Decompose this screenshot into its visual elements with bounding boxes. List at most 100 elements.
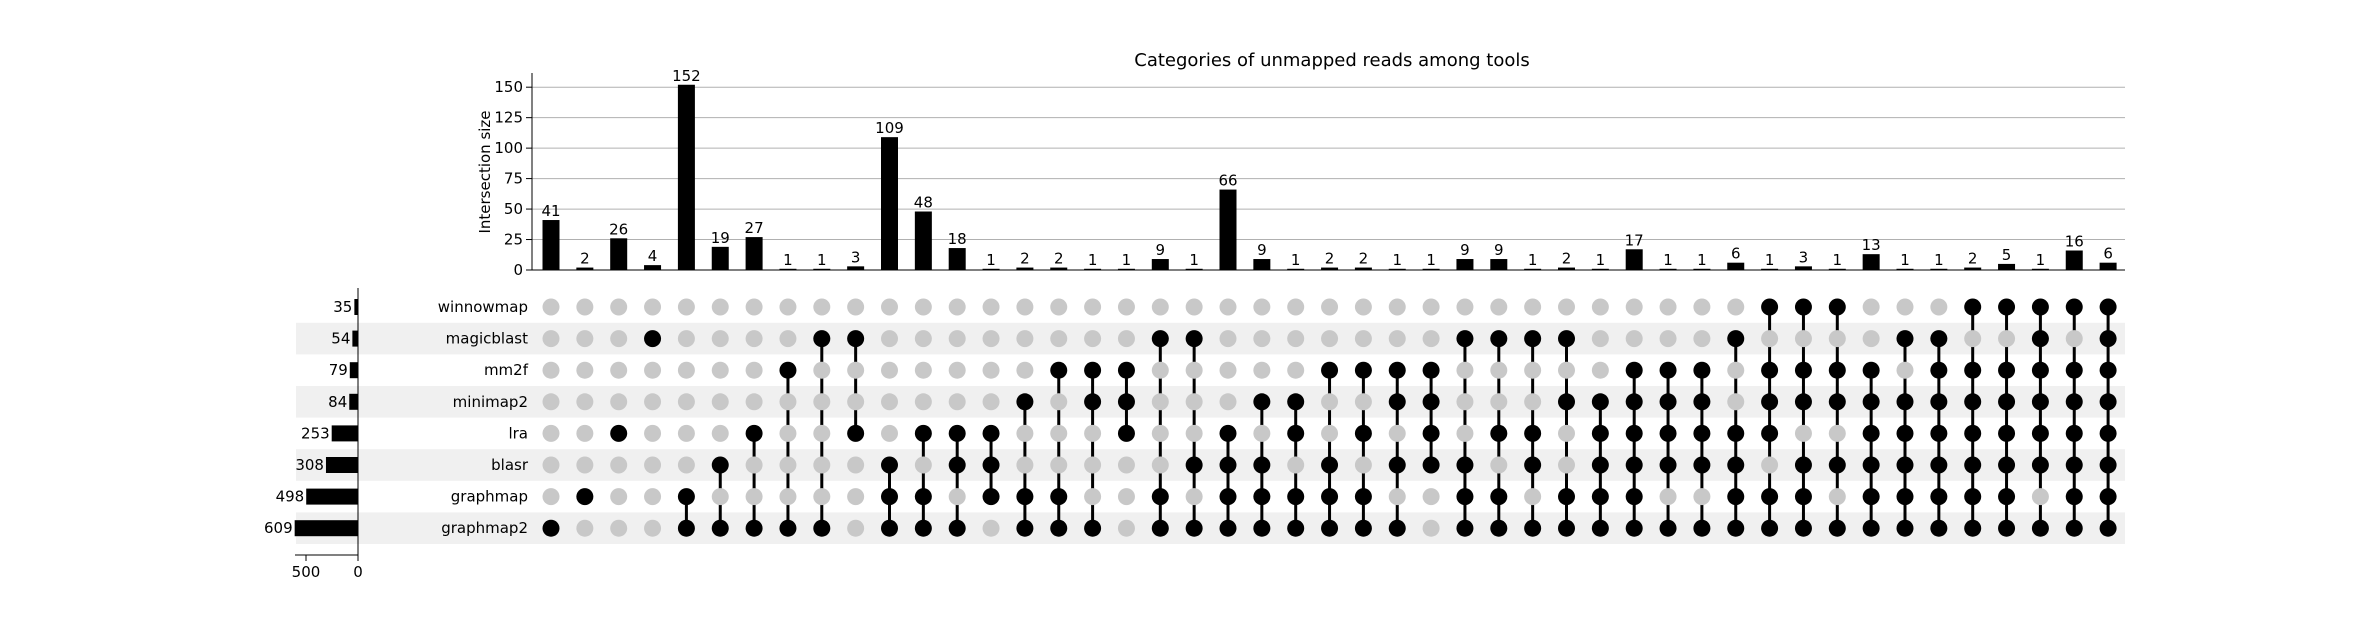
intersection-bar-label: 48 — [914, 194, 933, 212]
membership-dot-filled — [1930, 519, 1948, 537]
membership-dot-filled — [1862, 361, 1880, 379]
set-label: graphmap — [451, 488, 528, 506]
set-size-bar — [354, 299, 358, 315]
membership-dot-empty — [1253, 298, 1271, 316]
chart-title: Categories of unmapped reads among tools — [1134, 50, 1530, 71]
membership-dot-filled — [1354, 361, 1372, 379]
intersection-bar — [1016, 267, 1034, 270]
membership-dot-filled — [1050, 361, 1068, 379]
membership-dot-filled — [1625, 519, 1643, 537]
intersection-bar — [1558, 267, 1575, 270]
membership-dot-empty — [948, 393, 966, 411]
membership-dot-empty — [914, 298, 932, 316]
membership-dot-empty — [813, 424, 831, 442]
membership-dot-filled — [2099, 393, 2117, 411]
membership-dot-filled — [1219, 424, 1237, 442]
row-stripe — [296, 322, 2125, 355]
membership-dot-filled — [1591, 519, 1609, 537]
membership-dot-empty — [1050, 456, 1068, 474]
membership-dot-filled — [1862, 488, 1880, 506]
intersection-bar-label: 6 — [2103, 245, 2113, 263]
membership-dot-empty — [1761, 330, 1779, 348]
membership-dot-empty — [1151, 393, 1169, 411]
set-label: lra — [508, 424, 528, 442]
membership-dot-empty — [1185, 488, 1203, 506]
intersection-bar — [1828, 268, 1846, 270]
membership-dot-empty — [779, 456, 797, 474]
membership-dot-empty — [1456, 424, 1474, 442]
membership-dot-filled — [1151, 519, 1169, 537]
membership-dot-empty — [1896, 361, 1914, 379]
membership-dot-empty — [542, 424, 560, 442]
membership-dot-filled — [1659, 456, 1677, 474]
membership-dot-filled — [914, 488, 932, 506]
membership-dot-filled — [1998, 456, 2016, 474]
membership-dot-empty — [542, 488, 560, 506]
membership-dot-filled — [1558, 519, 1575, 537]
membership-dot-empty — [1050, 330, 1068, 348]
membership-dot-empty — [1828, 424, 1846, 442]
intersection-bar — [779, 268, 797, 270]
membership-dot-empty — [1219, 330, 1237, 348]
membership-dot-filled — [1422, 456, 1440, 474]
membership-dot-filled — [1016, 488, 1034, 506]
membership-dot-filled — [1388, 393, 1406, 411]
membership-dot-filled — [1253, 488, 1271, 506]
membership-dot-filled — [1185, 330, 1203, 348]
membership-dot-filled — [1862, 519, 1880, 537]
intersection-bar — [1253, 259, 1271, 270]
membership-dot-filled — [1896, 393, 1914, 411]
intersection-bar-label: 6 — [1731, 245, 1741, 263]
membership-dot-filled — [2065, 488, 2083, 506]
set-size-tick-label: 0 — [353, 563, 363, 581]
intersection-bar — [1388, 268, 1406, 270]
membership-dot-filled — [1591, 424, 1609, 442]
membership-dot-empty — [1422, 298, 1440, 316]
membership-dot-filled — [948, 519, 966, 537]
membership-dot-empty — [1558, 361, 1575, 379]
membership-dot-empty — [779, 488, 797, 506]
membership-dot-filled — [1862, 393, 1880, 411]
membership-dot-filled — [711, 456, 729, 474]
membership-dot-empty — [881, 393, 898, 411]
membership-dot-filled — [1422, 361, 1440, 379]
membership-dot-empty — [1693, 298, 1711, 316]
membership-dot-filled — [813, 519, 831, 537]
membership-dot-empty — [813, 393, 831, 411]
membership-dot-filled — [1862, 456, 1880, 474]
membership-dot-filled — [1084, 393, 1102, 411]
membership-dot-filled — [1287, 424, 1305, 442]
set-size-label: 308 — [295, 456, 324, 474]
membership-dot-filled — [1591, 393, 1609, 411]
membership-dot-filled — [1693, 361, 1711, 379]
intersection-bar-label: 9 — [1257, 241, 1267, 259]
membership-dot-filled — [1524, 424, 1542, 442]
intersection-bar — [1456, 259, 1474, 270]
membership-dot-empty — [1084, 488, 1102, 506]
membership-dot-filled — [711, 519, 729, 537]
membership-dot-filled — [1794, 456, 1812, 474]
set-label: blasr — [491, 456, 529, 474]
membership-dot-filled — [2065, 424, 2083, 442]
membership-dot-empty — [1321, 330, 1339, 348]
membership-dot-filled — [1930, 424, 1948, 442]
membership-dot-empty — [1964, 330, 1982, 348]
intersection-bar — [2031, 268, 2049, 270]
membership-dot-empty — [982, 393, 1000, 411]
membership-dot-empty — [1456, 361, 1474, 379]
intersection-bar — [982, 268, 1000, 270]
set-size-bar — [306, 488, 358, 505]
membership-dot-empty — [1862, 330, 1880, 348]
membership-dot-filled — [1761, 519, 1779, 537]
membership-dot-filled — [2099, 424, 2117, 442]
set-size-bar — [325, 457, 358, 473]
membership-dot-empty — [1084, 456, 1102, 474]
membership-dot-filled — [1761, 488, 1779, 506]
membership-dot-empty — [1253, 424, 1271, 442]
membership-dot-filled — [1998, 361, 2016, 379]
membership-dot-empty — [881, 330, 898, 348]
row-stripe — [296, 512, 2125, 544]
membership-dot-empty — [914, 456, 932, 474]
intersection-bar-label: 1 — [1765, 251, 1775, 269]
